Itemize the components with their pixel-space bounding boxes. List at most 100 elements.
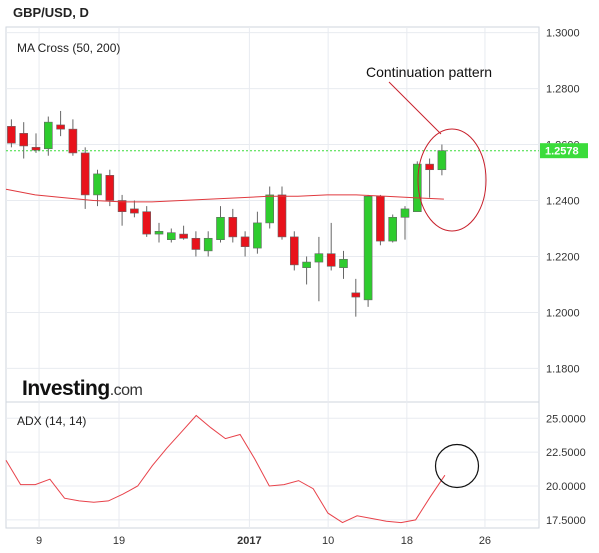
candle — [105, 169, 115, 207]
candle-body — [425, 163, 434, 171]
candle — [339, 250, 348, 279]
candle — [7, 119, 16, 148]
candle-body — [191, 237, 201, 250]
candle — [80, 147, 90, 209]
candle — [425, 158, 434, 198]
adx-highlight-circle — [434, 443, 480, 489]
last-price-badge — [540, 143, 588, 159]
candle-body — [400, 208, 410, 218]
candle — [277, 186, 287, 240]
candle-body — [376, 196, 385, 242]
candle — [93, 169, 102, 207]
candle — [179, 225, 188, 240]
candle-body — [142, 211, 151, 235]
x-axis-labels: 9 19 2017 10 18 26 — [36, 535, 491, 547]
candle-body — [277, 194, 287, 238]
x-tick-label: 18 — [401, 535, 413, 547]
candle — [363, 194, 373, 307]
candle — [351, 278, 361, 317]
candle — [130, 200, 139, 218]
candle-body — [130, 208, 139, 214]
candle — [56, 110, 65, 137]
candle-body — [437, 150, 447, 171]
adx-tick-label: 20.0000 — [546, 481, 586, 493]
candle-body — [363, 196, 373, 301]
candle — [388, 214, 398, 243]
price-tick-label: 1.3000 — [546, 28, 580, 40]
candle — [253, 211, 262, 254]
brand-logo: Investing.com — [22, 377, 143, 400]
candle-body — [154, 230, 164, 235]
candle-body — [228, 216, 238, 238]
candle-body — [31, 147, 41, 151]
annotation-pointer — [388, 81, 442, 135]
price-tick-label: 1.2000 — [546, 307, 580, 319]
candle — [142, 206, 151, 237]
candle-body — [179, 233, 188, 239]
candle — [437, 144, 447, 176]
adx-axis-labels: 25.0000 22.5000 20.0000 17.5000 — [546, 413, 586, 527]
annotation-text: Continuation pattern — [366, 64, 492, 80]
candle-body — [240, 236, 250, 247]
candle-body — [93, 173, 102, 196]
price-tick-label: 1.1800 — [546, 363, 580, 375]
candle — [154, 222, 164, 243]
candle — [228, 208, 238, 243]
candle — [314, 236, 324, 302]
candle-body — [388, 216, 398, 242]
candle — [68, 119, 78, 156]
candle-body — [203, 237, 213, 252]
candle-body — [314, 253, 324, 263]
price-tick-label: 1.2400 — [546, 196, 580, 208]
candle — [216, 206, 225, 243]
ma-indicator-label: MA Cross (50, 200) — [17, 41, 120, 55]
x-tick-label: 9 — [36, 535, 42, 547]
adx-indicator-label: ADX (14, 14) — [17, 414, 86, 428]
candle-body — [19, 133, 29, 147]
candle-body — [43, 121, 53, 150]
continuation-ellipse — [417, 128, 487, 232]
candle — [117, 194, 127, 226]
candle-body — [167, 232, 176, 240]
candle — [191, 231, 201, 257]
candle-body — [105, 175, 115, 201]
price-tick-label: 1.2800 — [546, 84, 580, 96]
adx-tick-label: 22.5000 — [546, 447, 586, 459]
adx-tick-label: 25.0000 — [546, 413, 586, 425]
brand-name: Investing — [22, 377, 110, 400]
adx-panel-frame — [5, 401, 540, 529]
candle-body — [302, 261, 311, 268]
candle — [412, 161, 422, 213]
x-tick-label: 26 — [479, 535, 491, 547]
candle-body — [339, 258, 348, 268]
price-tick-label: 1.2200 — [546, 251, 580, 263]
price-axis-labels: 1.30001.28001.26001.24001.22001.20001.18… — [546, 28, 580, 376]
candle — [302, 256, 311, 285]
ma-cross-line — [5, 188, 444, 203]
candle-body — [326, 253, 336, 267]
candle — [326, 222, 336, 271]
candlestick-series — [7, 110, 447, 317]
candle-body — [56, 124, 65, 130]
brand-suffix: .com — [110, 382, 143, 399]
x-tick-label: 19 — [113, 535, 125, 547]
candle-body — [80, 152, 90, 196]
candle-body — [412, 163, 422, 213]
candle-body — [7, 126, 16, 144]
x-tick-label: 2017 — [237, 535, 261, 547]
candle — [167, 228, 176, 243]
last-price-label: 1.2578 — [545, 146, 579, 158]
candle-body — [289, 236, 299, 266]
candle — [203, 231, 213, 257]
candle — [240, 231, 250, 257]
candle-body — [117, 200, 127, 213]
candle-body — [68, 128, 78, 154]
x-tick-label: 10 — [322, 535, 334, 547]
candle — [289, 231, 299, 271]
candle — [265, 186, 275, 229]
candle — [400, 206, 410, 240]
candle — [31, 133, 41, 153]
candle-body — [265, 194, 275, 224]
candle — [376, 194, 385, 246]
